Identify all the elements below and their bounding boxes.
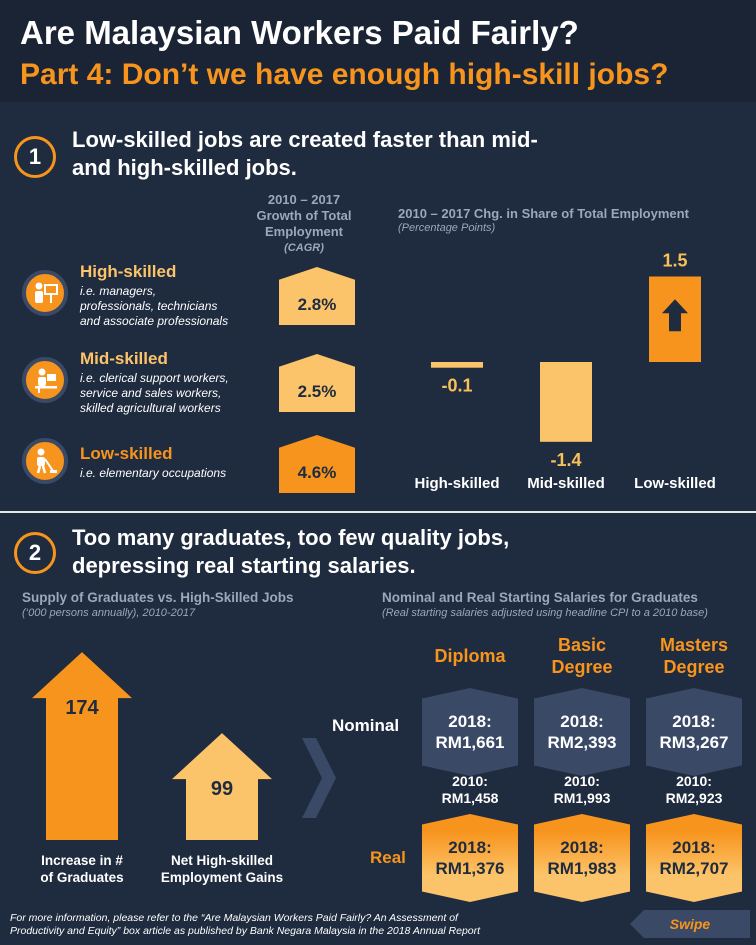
- section-1-title: Low-skilled jobs are created faster than…: [72, 127, 538, 180]
- supply-value-label-graduates: 174: [65, 697, 99, 719]
- share-category-label-low: Low-skilled: [634, 475, 716, 492]
- share-chart-title: 2010 – 2017 Chg. in Share of Total Emplo…: [398, 206, 689, 221]
- growth-column-header: 2010 – 2017 Growth of Total Employment (…: [256, 192, 352, 254]
- desk-worker-icon: [22, 357, 68, 403]
- supply-bar-gains: [172, 733, 272, 840]
- nominal-salary-basic: 2018: RM2,393: [534, 688, 630, 776]
- up-arrow-icon: [662, 299, 688, 332]
- real-label: Real: [370, 848, 406, 867]
- share-bar-mid: [540, 362, 592, 442]
- growth-badge-mid: 2.5%: [279, 354, 355, 412]
- grad-label: Increase in # of Graduates: [40, 853, 124, 885]
- share-value-label-mid: -1.4: [550, 450, 581, 470]
- salary-chart-note: (Real starting salaries adjusted using h…: [382, 607, 708, 619]
- sweeper-icon: [22, 438, 68, 484]
- footer-note: For more information, please refer to th…: [10, 912, 481, 937]
- supply-chart-title: Supply of Graduates vs. High-Skilled Job…: [22, 590, 294, 605]
- section-1-number: 1: [14, 136, 56, 178]
- swipe-button[interactable]: Swipe: [630, 910, 750, 938]
- growth-badge-high: 2.8%: [279, 267, 355, 325]
- share-category-label-high: High-skilled: [414, 475, 499, 492]
- base-salary-masters: 2010: RM2,923: [665, 773, 723, 806]
- share-category-label-mid: Mid-skilled: [527, 475, 605, 492]
- section-2-title: Too many graduates, too few quality jobs…: [72, 525, 510, 578]
- skill-name-mid: Mid-skilled: [80, 349, 168, 368]
- real-salary-basic: 2018: RM1,983: [534, 814, 630, 902]
- degree-head-masters: Masters Degree: [659, 635, 729, 677]
- gains-label: Net High-skilled Employment Gains: [160, 853, 284, 885]
- growth-badge-low: 4.6%: [279, 435, 355, 493]
- nominal-label: Nominal: [332, 716, 400, 735]
- chevron-right-icon: [302, 738, 336, 818]
- supply-value-label-gains: 99: [211, 778, 233, 800]
- share-chart: -0.1 High-skilled -1.4 Mid-skilled 1.5 Low-sk…: [414, 251, 716, 493]
- base-salary-diploma: 2010: RM1,458: [441, 773, 499, 806]
- base-salary-basic: 2010: RM1,993: [553, 773, 611, 806]
- section-divider: [0, 511, 756, 513]
- share-bar-high: [431, 362, 483, 368]
- share-value-label-low: 1.5: [662, 251, 687, 271]
- degree-head-basic: Basic Degree: [551, 635, 613, 677]
- degree-head-diploma: Diploma: [434, 646, 506, 666]
- skill-name-low: Low-skilled: [80, 444, 173, 463]
- supply-chart-note: (‘000 persons annually), 2010-2017: [22, 607, 196, 619]
- real-salary-masters: 2018: RM2,707: [646, 814, 742, 902]
- supply-chart: 174 99: [32, 652, 272, 840]
- skill-desc-low: i.e. elementary occupations: [80, 466, 227, 480]
- nominal-salary-masters: 2018: RM3,267: [646, 688, 742, 776]
- salary-chart-title: Nominal and Real Starting Salaries for G…: [382, 590, 698, 605]
- real-salary-diploma: 2018: RM1,376: [422, 814, 518, 902]
- share-chart-note: (Percentage Points): [398, 222, 496, 234]
- skill-desc-high: i.e. managers, professionals, technician…: [80, 284, 229, 328]
- skill-desc-mid: i.e. clerical support workers, service a…: [80, 371, 229, 415]
- supply-bar-graduates: [32, 652, 132, 840]
- skill-name-high: High-skilled: [80, 262, 177, 281]
- nominal-salary-diploma: 2018: RM1,661: [422, 688, 518, 776]
- page-subtitle: Part 4: Don’t we have enough high-skill …: [20, 58, 669, 91]
- presenter-icon: [22, 270, 68, 316]
- page-title: Are Malaysian Workers Paid Fairly?: [20, 14, 579, 51]
- header-banner: [0, 0, 756, 102]
- section-2-number: 2: [14, 532, 56, 574]
- share-value-label-high: -0.1: [441, 376, 472, 396]
